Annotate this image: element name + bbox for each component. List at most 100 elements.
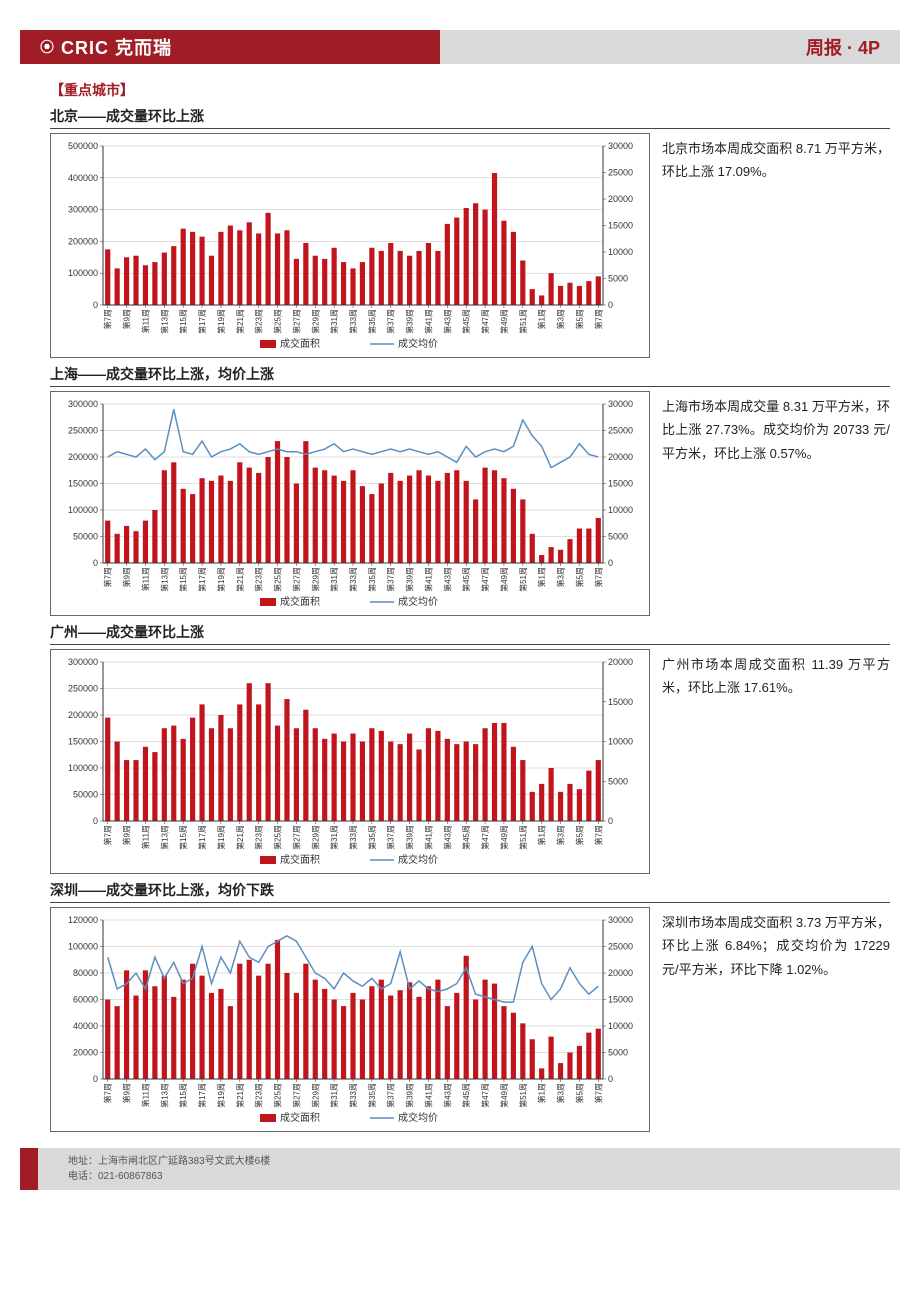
svg-text:第21周: 第21周 (235, 825, 245, 850)
chart-svg: 0100000200000300000400000500000050001000… (51, 134, 649, 357)
svg-text:第27周: 第27周 (291, 825, 301, 850)
svg-text:0: 0 (93, 816, 98, 826)
svg-text:第27周: 第27周 (291, 567, 301, 592)
city-block: 上海——成交量环比上涨，均价上涨 05000010000015000020000… (50, 364, 890, 616)
svg-text:第7周: 第7周 (593, 567, 603, 587)
svg-text:第7周: 第7周 (593, 309, 603, 329)
svg-text:第23周: 第23周 (254, 567, 264, 592)
svg-text:第19周: 第19周 (216, 825, 226, 850)
svg-text:第41周: 第41周 (423, 825, 433, 850)
svg-text:200000: 200000 (68, 710, 98, 720)
svg-text:第7周: 第7周 (103, 309, 113, 329)
svg-text:第29周: 第29周 (310, 825, 320, 850)
svg-text:第29周: 第29周 (310, 567, 320, 592)
chart-description: 上海市场本周成交量 8.31 万平方米，环比上涨 27.73%。成交均价为 20… (662, 391, 890, 616)
svg-text:80000: 80000 (73, 968, 98, 978)
svg-text:第15周: 第15周 (178, 1083, 188, 1108)
chart-box: 0100000200000300000400000500000050001000… (50, 133, 650, 358)
city-title: 广州——成交量环比上涨 (50, 622, 890, 645)
svg-text:10000: 10000 (608, 737, 633, 747)
svg-text:第37周: 第37周 (386, 309, 396, 334)
footer-address: 地址：上海市闸北区广延路383号文武大楼6楼 (68, 1154, 900, 1169)
svg-text:成交均价: 成交均价 (398, 337, 438, 350)
chart-box: 0200004000060000800001000001200000500010… (50, 907, 650, 1132)
svg-text:第13周: 第13周 (159, 825, 169, 850)
svg-text:25000: 25000 (608, 168, 633, 178)
svg-text:60000: 60000 (73, 995, 98, 1005)
svg-text:第5周: 第5周 (574, 1083, 584, 1103)
svg-text:20000: 20000 (608, 657, 633, 667)
svg-text:10000: 10000 (608, 1021, 633, 1031)
svg-text:5000: 5000 (608, 274, 628, 284)
footer: 地址：上海市闸北区广延路383号文武大楼6楼 电话：021-60867863 (20, 1148, 900, 1190)
svg-text:第13周: 第13周 (159, 567, 169, 592)
svg-text:第25周: 第25周 (273, 1083, 283, 1108)
svg-text:第7周: 第7周 (103, 825, 113, 845)
svg-text:300000: 300000 (68, 205, 98, 215)
svg-text:40000: 40000 (73, 1021, 98, 1031)
svg-text:第35周: 第35周 (367, 825, 377, 850)
svg-text:第25周: 第25周 (273, 567, 283, 592)
city-block: 北京——成交量环比上涨 0100000200000300000400000500… (50, 106, 890, 358)
svg-text:250000: 250000 (68, 426, 98, 436)
svg-text:第19周: 第19周 (216, 309, 226, 334)
svg-text:第35周: 第35周 (367, 567, 377, 592)
svg-text:第43周: 第43周 (442, 567, 452, 592)
svg-text:20000: 20000 (73, 1048, 98, 1058)
svg-text:第15周: 第15周 (178, 309, 188, 334)
charts-container: 北京——成交量环比上涨 0100000200000300000400000500… (50, 106, 890, 1132)
svg-text:第11周: 第11周 (140, 567, 150, 591)
svg-text:第45周: 第45周 (461, 1083, 471, 1108)
svg-text:第5周: 第5周 (574, 309, 584, 329)
chart-row: 0100000200000300000400000500000050001000… (50, 133, 890, 358)
svg-text:成交面积: 成交面积 (280, 595, 320, 608)
svg-text:第17周: 第17周 (197, 825, 207, 850)
svg-text:第31周: 第31周 (329, 825, 339, 850)
svg-text:第47周: 第47周 (480, 567, 490, 592)
chart-description: 深圳市场本周成交面积 3.73 万平方米，环比上涨 6.84%；成交均价为 17… (662, 907, 890, 1132)
svg-text:第51周: 第51周 (518, 1083, 528, 1108)
svg-text:第47周: 第47周 (480, 825, 490, 850)
svg-text:第25周: 第25周 (273, 825, 283, 850)
svg-text:第31周: 第31周 (329, 1083, 339, 1108)
city-title: 上海——成交量环比上涨，均价上涨 (50, 364, 890, 387)
svg-text:第43周: 第43周 (442, 309, 452, 334)
svg-text:第35周: 第35周 (367, 1083, 377, 1108)
svg-text:第51周: 第51周 (518, 567, 528, 592)
svg-text:第13周: 第13周 (159, 1083, 169, 1108)
svg-text:第41周: 第41周 (423, 567, 433, 592)
svg-text:0: 0 (608, 816, 613, 826)
svg-text:5000: 5000 (608, 1048, 628, 1058)
svg-text:200000: 200000 (68, 452, 98, 462)
svg-text:成交面积: 成交面积 (280, 1111, 320, 1124)
svg-text:第17周: 第17周 (197, 309, 207, 334)
svg-text:成交均价: 成交均价 (398, 595, 438, 608)
chart-row: 0500001000001500002000002500003000000500… (50, 649, 890, 874)
svg-text:第13周: 第13周 (159, 309, 169, 334)
svg-text:第33周: 第33周 (348, 825, 358, 850)
svg-text:第45周: 第45周 (461, 567, 471, 592)
svg-text:第31周: 第31周 (329, 309, 339, 334)
svg-text:20000: 20000 (608, 194, 633, 204)
svg-text:100000: 100000 (68, 942, 98, 952)
svg-text:10000: 10000 (608, 247, 633, 257)
svg-text:150000: 150000 (68, 479, 98, 489)
svg-text:0: 0 (608, 558, 613, 568)
svg-text:第7周: 第7周 (593, 825, 603, 845)
svg-text:第31周: 第31周 (329, 567, 339, 592)
svg-text:第3周: 第3周 (556, 1083, 566, 1103)
chart-box: 0500001000001500002000002500003000000500… (50, 391, 650, 616)
svg-text:第51周: 第51周 (518, 825, 528, 850)
svg-text:第11周: 第11周 (140, 1083, 150, 1107)
chart-svg: 0500001000001500002000002500003000000500… (51, 650, 649, 873)
chart-description: 北京市场本周成交面积 8.71 万平方米，环比上涨 17.09%。 (662, 133, 890, 358)
svg-text:15000: 15000 (608, 697, 633, 707)
svg-text:第41周: 第41周 (423, 309, 433, 334)
page-label: 周报 · 4P (806, 34, 880, 60)
svg-text:150000: 150000 (68, 737, 98, 747)
svg-text:400000: 400000 (68, 173, 98, 183)
svg-text:第33周: 第33周 (348, 309, 358, 334)
svg-text:20000: 20000 (608, 452, 633, 462)
svg-text:第39周: 第39周 (405, 825, 415, 850)
svg-text:5000: 5000 (608, 532, 628, 542)
